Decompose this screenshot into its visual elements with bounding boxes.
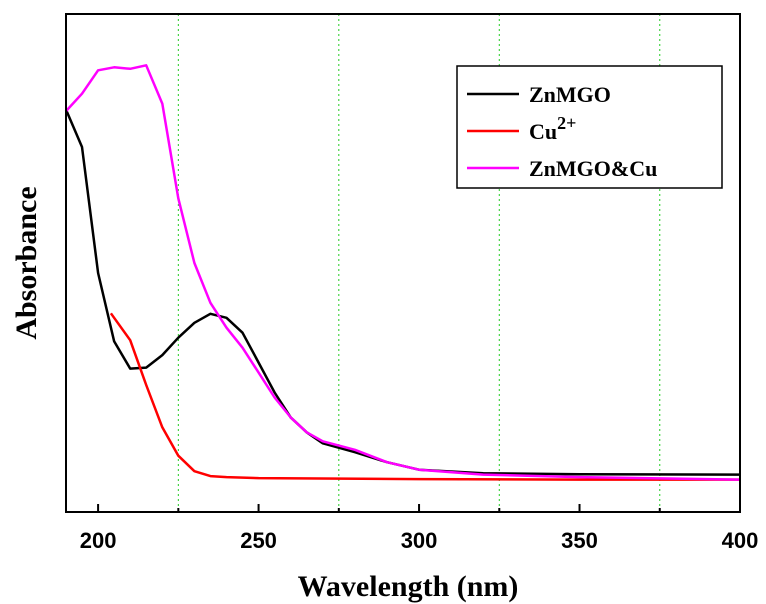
series-line-1: [109, 312, 740, 481]
x-tick-label-250: 250: [240, 528, 277, 553]
y-axis-title: Absorbance: [10, 186, 43, 339]
x-tick-label-350: 350: [561, 528, 598, 553]
plot-frame: [65, 13, 741, 513]
x-axis-title: Wavelength (nm): [298, 570, 519, 603]
legend-label-2: ZnMGO&Cu: [529, 156, 657, 181]
gridlines: [177, 14, 661, 512]
x-tick-label-200: 200: [80, 528, 117, 553]
series-lines: [64, 64, 741, 481]
legend-label-1: Cu2+: [529, 113, 576, 144]
series-line-2: [65, 64, 741, 481]
x-axis-ticks: 200 250 300 350 400: [80, 504, 759, 553]
legend: ZnMGO Cu2+ ZnMGO&Cu: [456, 65, 723, 189]
x-tick-label-300: 300: [401, 528, 438, 553]
x-tick-label-400: 400: [722, 528, 759, 553]
legend-label-0: ZnMGO: [529, 82, 611, 107]
